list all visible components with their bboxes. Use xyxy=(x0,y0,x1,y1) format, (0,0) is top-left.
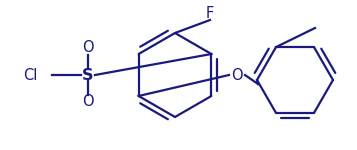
Text: O: O xyxy=(82,94,94,110)
Text: O: O xyxy=(82,40,94,56)
Text: Cl: Cl xyxy=(24,68,38,82)
Text: O: O xyxy=(231,68,243,82)
Text: F: F xyxy=(206,6,214,21)
Text: S: S xyxy=(82,68,94,82)
